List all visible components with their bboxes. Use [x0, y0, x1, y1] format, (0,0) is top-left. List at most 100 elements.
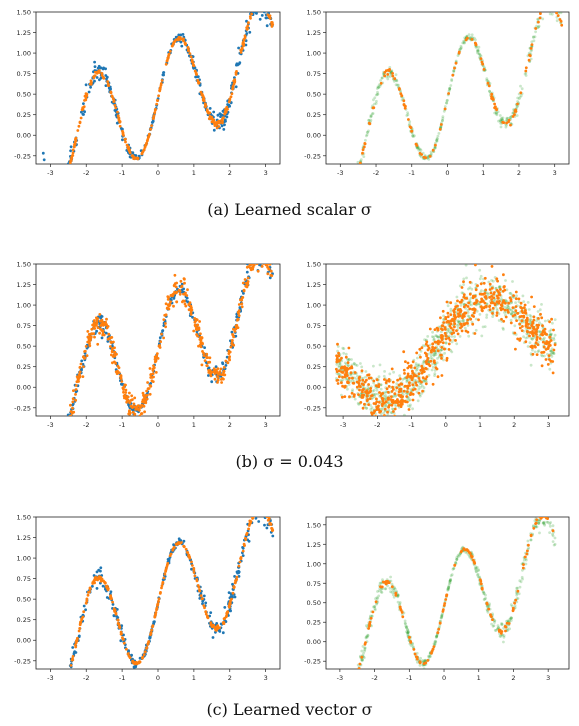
data-point: [232, 327, 235, 331]
data-point: [332, 173, 335, 176]
data-point: [479, 274, 483, 278]
data-point: [71, 658, 74, 661]
data-point: [550, 4, 553, 7]
data-point: [62, 184, 65, 187]
data-point: [422, 379, 426, 383]
data-point: [439, 340, 442, 344]
data-point: [478, 52, 481, 56]
data-point: [415, 383, 418, 387]
data-point: [463, 41, 466, 45]
data-point: [64, 672, 67, 675]
data-point: [127, 147, 131, 151]
data-point: [240, 48, 243, 52]
data-point: [152, 117, 155, 120]
data-point: [443, 326, 447, 329]
data-point: [248, 522, 252, 525]
data-point: [179, 40, 183, 44]
data-point: [550, 332, 553, 336]
data-point: [474, 45, 478, 49]
data-point: [517, 318, 521, 321]
data-point: [550, 12, 554, 16]
data-point: [50, 440, 53, 442]
data-point: [449, 313, 453, 317]
data-point: [54, 694, 57, 695]
data-point: [252, 7, 255, 10]
data-point: [433, 346, 437, 350]
data-point: [426, 358, 429, 362]
data-point: [369, 387, 373, 390]
data-point: [390, 69, 394, 73]
data-point: [258, 5, 261, 8]
data-point: [482, 281, 486, 285]
data-point: [374, 102, 378, 105]
data-point: [99, 569, 102, 573]
data-point: [269, 273, 273, 277]
data-point: [498, 285, 502, 289]
data-point: [491, 306, 495, 310]
data-point: [247, 524, 251, 527]
data-point: [260, 14, 264, 17]
data-point: [98, 575, 101, 579]
data-point: [142, 653, 146, 656]
data-point: [254, 517, 258, 520]
data-point: [444, 341, 448, 345]
data-point: [46, 435, 49, 438]
data-point: [209, 621, 213, 625]
data-point: [54, 439, 57, 442]
data-point: [350, 189, 353, 190]
data-point: [259, 506, 262, 509]
data-point: [484, 296, 488, 300]
data-point: [264, 261, 267, 264]
data-point: [190, 60, 194, 64]
data-point: [227, 103, 231, 107]
data-point: [432, 353, 436, 357]
data-point: [64, 684, 67, 687]
data-point: [527, 322, 530, 326]
data-point: [499, 117, 503, 121]
data-point: [530, 43, 534, 46]
data-point: [543, 1, 546, 4]
data-point: [446, 304, 450, 308]
data-point: [41, 151, 45, 155]
data-point: [513, 324, 517, 328]
data-point: [170, 294, 173, 297]
data-point: [182, 287, 186, 291]
data-point: [263, 4, 266, 7]
data-point: [535, 319, 538, 323]
x-tick-label: 2: [512, 421, 516, 429]
data-point: [162, 318, 166, 321]
data-point: [116, 618, 120, 622]
data-point: [539, 12, 542, 16]
data-point: [260, 508, 263, 511]
data-point: [187, 303, 191, 307]
data-point: [442, 109, 446, 113]
data-point: [368, 394, 371, 398]
data-point: [487, 280, 491, 284]
data-point: [60, 439, 63, 442]
data-point: [411, 369, 414, 373]
data-point: [451, 73, 455, 77]
data-point: [106, 80, 109, 83]
data-point: [262, 255, 265, 258]
data-point: [382, 415, 385, 416]
data-point: [262, 507, 265, 510]
data-point: [553, 318, 557, 321]
data-point: [49, 441, 52, 442]
data-point: [454, 302, 458, 305]
data-point: [164, 569, 168, 573]
data-point: [145, 389, 149, 393]
data-point: [227, 352, 231, 355]
data-point: [95, 587, 99, 590]
data-point: [156, 357, 160, 360]
data-point: [461, 318, 465, 322]
data-point: [68, 168, 71, 171]
data-point: [420, 380, 423, 384]
data-point: [500, 116, 504, 120]
data-point: [351, 378, 354, 382]
data-point: [183, 302, 187, 306]
data-point: [410, 378, 414, 382]
x-tick-label: 1: [192, 421, 196, 429]
data-point: [502, 300, 505, 304]
data-point: [219, 622, 223, 626]
data-point: [377, 408, 381, 411]
